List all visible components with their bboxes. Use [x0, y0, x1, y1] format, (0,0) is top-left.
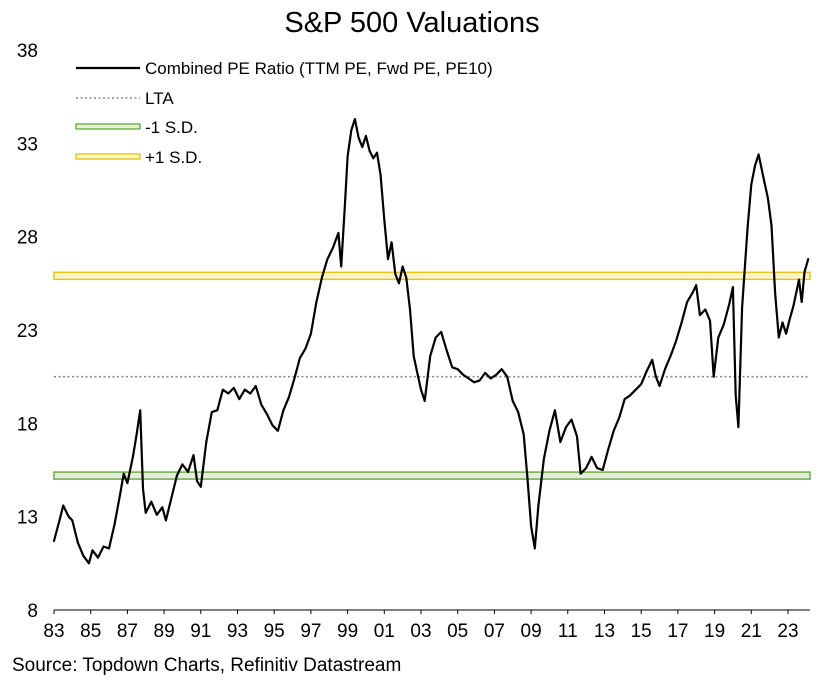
- legend-label-plus-1sd: +1 S.D.: [145, 148, 202, 167]
- legend-swatch-plus-1sd: [75, 153, 141, 160]
- y-axis: 8 13 18 23 28 33 38: [17, 41, 38, 622]
- x-tick-label-07: 07: [484, 621, 505, 642]
- x-tick-label-23: 23: [777, 621, 798, 642]
- x-tick-label-05: 05: [447, 621, 468, 642]
- x-tick-label-95: 95: [264, 621, 285, 642]
- ref-band-1-s-d: [53, 271, 811, 281]
- y-tick-label-23: 23: [17, 321, 38, 342]
- x-axis: 83 85 87 89 91 93 95 97 99 01 03 05 07 09 11 13 15 17 19 21…: [43, 609, 810, 642]
- y-tick-label-8: 8: [27, 601, 38, 622]
- x-tick-label-03: 03: [410, 621, 431, 642]
- x-tick-label-99: 99: [337, 621, 358, 642]
- x-tick-label-01: 01: [374, 621, 395, 642]
- series-group: [52, 118, 810, 565]
- source-note: Source: Topdown Charts, Refinitiv Datast…: [12, 655, 401, 676]
- x-tick-label-91: 91: [190, 621, 211, 642]
- x-tick-label-13: 13: [594, 621, 615, 642]
- y-tick-label-13: 13: [17, 508, 38, 529]
- y-tick-label-28: 28: [17, 228, 38, 249]
- series-line-0: [52, 118, 810, 565]
- x-tick-label-09: 09: [521, 621, 542, 642]
- x-tick-label-93: 93: [227, 621, 248, 642]
- y-tick-label-18: 18: [17, 414, 38, 435]
- x-tick-label-97: 97: [300, 621, 321, 642]
- x-tick-label-11: 11: [558, 621, 578, 642]
- ref-band-1-s-d: [53, 471, 811, 480]
- x-tick-label-17: 17: [667, 621, 688, 642]
- x-tick-label-21: 21: [741, 621, 762, 642]
- x-tick-label-19: 19: [704, 621, 725, 642]
- chart-title: S&P 500 Valuations: [284, 7, 539, 39]
- legend-swatch-minus-1sd: [75, 123, 141, 130]
- legend-label-pe-ratio: Combined PE Ratio (TTM PE, Fwd PE, PE10): [145, 59, 493, 78]
- y-tick-label-38: 38: [17, 41, 38, 62]
- legend-label-minus-1sd: -1 S.D.: [145, 118, 198, 137]
- y-tick-label-33: 33: [17, 134, 38, 155]
- legend-label-lta: LTA: [145, 89, 174, 108]
- chart-legend: Combined PE Ratio (TTM PE, Fwd PE, PE10)…: [75, 59, 493, 167]
- x-tick-label-15: 15: [631, 621, 652, 642]
- x-tick-label-85: 85: [80, 621, 101, 642]
- reference-lines: [53, 271, 811, 480]
- x-tick-label-87: 87: [117, 621, 138, 642]
- x-tick-label-89: 89: [154, 621, 175, 642]
- x-tick-label-83: 83: [43, 621, 64, 642]
